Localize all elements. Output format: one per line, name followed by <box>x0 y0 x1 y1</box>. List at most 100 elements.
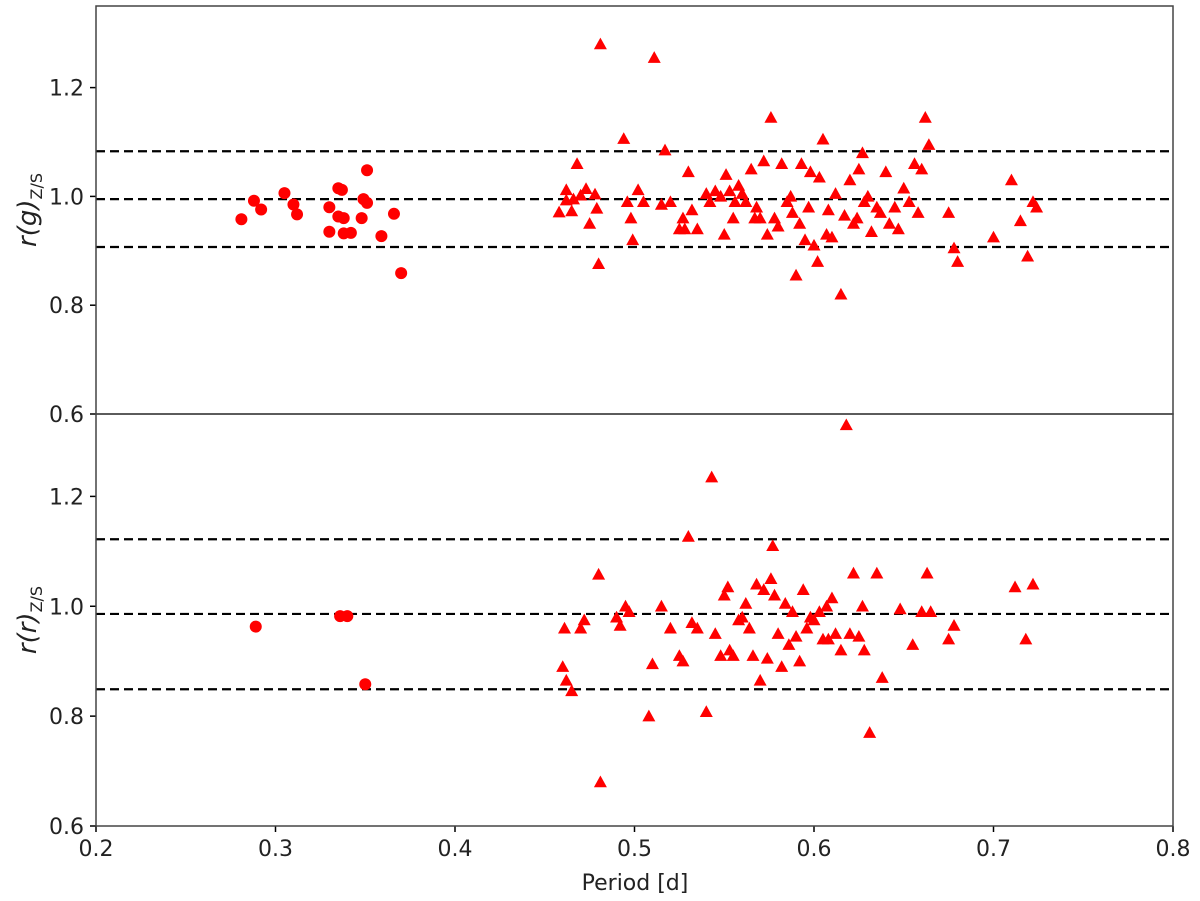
top-triangle-point-7 <box>579 182 593 194</box>
top-circle-point-19 <box>387 207 400 220</box>
bottom-triangle-point-59 <box>839 418 853 431</box>
x-tick-label-2: 0.4 <box>438 837 473 862</box>
bottom-triangle-point-34 <box>750 577 764 590</box>
top-triangle-point-44 <box>753 211 767 224</box>
bottom-triangle-point-56 <box>825 591 839 604</box>
bottom-triangle-point-69 <box>906 638 920 650</box>
top-triangle-point-87 <box>911 206 925 218</box>
top-triangle-point-55 <box>793 217 807 229</box>
bottom-y-axis-label-main: r(r) <box>13 612 43 654</box>
bottom-triangle-point-7 <box>593 775 607 788</box>
bottom-triangle-point-11 <box>622 605 636 617</box>
top-triangle-point-67 <box>829 187 843 199</box>
top-triangle-point-81 <box>882 217 896 229</box>
bottom-triangle-point-57 <box>829 627 843 639</box>
top-triangle-point-76 <box>861 189 875 202</box>
bottom-triangle-point-48 <box>796 583 810 595</box>
top-circle-point-11 <box>337 212 350 225</box>
top-triangle-point-26 <box>681 165 695 178</box>
bottom-triangle-point-3 <box>565 684 579 697</box>
bottom-triangle-point-2 <box>559 673 573 686</box>
bottom-triangle-point-35 <box>753 673 767 686</box>
top-triangle-point-31 <box>708 184 722 197</box>
top-triangle-point-4 <box>566 192 580 205</box>
top-triangle-point-92 <box>947 241 961 254</box>
bottom-triangle-point-64 <box>857 643 871 656</box>
top-triangle-point-14 <box>620 195 634 208</box>
bottom-triangle-point-67 <box>875 671 889 683</box>
x-tick-label-5: 0.7 <box>976 837 1011 862</box>
bottom-panel: 0.6 0.8 1.0 1.2 0.2 0.3 0.4 0.5 0.6 0.7 0.8 <box>49 418 1191 862</box>
top-triangle-point-82 <box>888 200 902 213</box>
bottom-triangle-point-26 <box>721 580 735 593</box>
top-circle-point-17 <box>361 164 374 177</box>
top-triangle-point-86 <box>908 157 922 169</box>
bottom-triangle-point-17 <box>676 654 690 667</box>
top-circle-point-9 <box>335 183 348 196</box>
top-triangle-point-60 <box>807 238 821 251</box>
bottom-triangle-point-52 <box>812 605 826 617</box>
top-triangle-point-91 <box>942 206 956 218</box>
top-circle-point-0 <box>235 213 248 226</box>
bottom-triangle-point-31 <box>739 597 753 609</box>
top-triangle-point-34 <box>719 168 733 180</box>
bottom-triangle-point-44 <box>782 638 796 650</box>
top-triangle-point-73 <box>852 162 866 175</box>
bottom-y-tick-label-2: 1.0 <box>49 595 84 620</box>
bottom-triangle-point-58 <box>834 643 848 656</box>
bottom-y-axis-label: r(r)Z/S <box>13 586 46 654</box>
top-triangle-point-10 <box>590 201 604 214</box>
bottom-triangle-point-24 <box>714 649 728 661</box>
bottom-triangle-point-28 <box>726 649 740 661</box>
top-triangle-point-70 <box>843 173 857 186</box>
bottom-y-tick-label-3: 1.2 <box>49 485 84 510</box>
top-triangle-point-8 <box>583 217 597 229</box>
top-triangle-point-53 <box>785 206 799 218</box>
top-triangle-point-50 <box>775 157 789 169</box>
bottom-triangle-point-74 <box>947 618 961 631</box>
bottom-triangle-point-0 <box>556 660 570 672</box>
bottom-triangle-point-62 <box>852 629 866 642</box>
bottom-triangle-point-1 <box>557 621 571 634</box>
bottom-y-tick-label-0: 0.6 <box>49 815 84 840</box>
top-triangle-point-63 <box>816 132 830 145</box>
bottom-triangle-point-46 <box>789 629 803 642</box>
top-triangle-point-32 <box>714 189 728 202</box>
top-circle-point-13 <box>344 226 357 239</box>
top-triangle-point-5 <box>570 157 584 169</box>
bottom-triangle-point-63 <box>855 599 869 612</box>
top-triangle-point-52 <box>784 189 798 202</box>
top-triangle-point-89 <box>918 111 932 123</box>
top-triangle-point-41 <box>744 162 758 175</box>
top-circle-point-2 <box>255 203 268 216</box>
top-triangle-point-2 <box>559 183 573 196</box>
top-triangle-point-65 <box>821 203 835 216</box>
bottom-triangle-point-23 <box>708 627 722 639</box>
top-y-axis-label-main: r(g) <box>13 200 43 247</box>
top-triangle-point-0 <box>552 205 566 218</box>
top-panel: 0.6 0.8 1.0 1.2 <box>49 37 1173 428</box>
top-triangle-point-93 <box>951 255 965 267</box>
top-triangle-point-12 <box>593 37 607 50</box>
top-triangle-point-36 <box>726 211 740 224</box>
bottom-triangle-point-5 <box>577 613 591 626</box>
top-circle-point-5 <box>291 208 304 221</box>
bottom-triangle-point-37 <box>760 651 774 664</box>
top-triangle-point-58 <box>802 200 816 213</box>
bottom-triangle-point-4 <box>574 621 588 634</box>
bottom-triangle-point-15 <box>663 621 677 634</box>
top-triangle-point-24 <box>676 211 690 224</box>
top-triangle-point-18 <box>636 195 650 208</box>
top-triangle-point-11 <box>592 257 606 270</box>
top-triangle-point-59 <box>803 165 817 178</box>
x-axis-label: Period [d] <box>582 871 689 896</box>
plot-frame <box>95 5 1174 827</box>
bottom-triangle-point-33 <box>746 649 760 661</box>
bottom-triangle-point-22 <box>705 470 719 483</box>
bottom-triangle-point-68 <box>893 602 907 615</box>
top-triangle-point-15 <box>624 211 638 224</box>
top-triangle-point-79 <box>873 206 887 218</box>
bottom-triangle-point-42 <box>775 660 789 672</box>
bottom-panel-border <box>95 413 1174 827</box>
bottom-triangle-point-21 <box>699 705 713 717</box>
